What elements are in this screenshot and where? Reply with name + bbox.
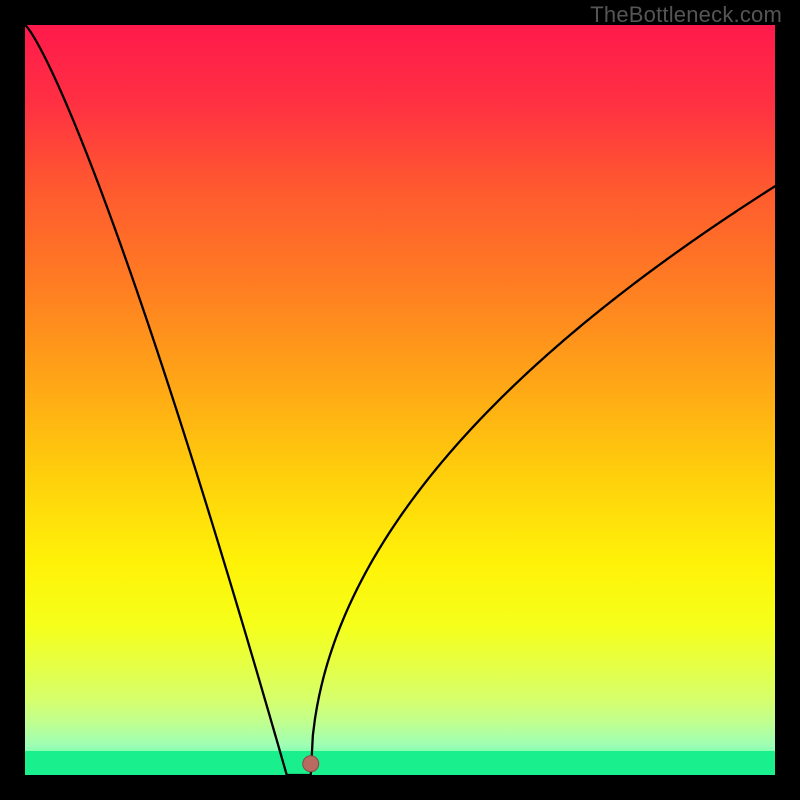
minimum-marker xyxy=(303,756,319,772)
watermark-text: TheBottleneck.com xyxy=(590,2,782,28)
plot-area xyxy=(25,25,775,775)
chart-container: TheBottleneck.com xyxy=(0,0,800,800)
green-band xyxy=(25,751,775,775)
bottleneck-chart xyxy=(0,0,800,800)
